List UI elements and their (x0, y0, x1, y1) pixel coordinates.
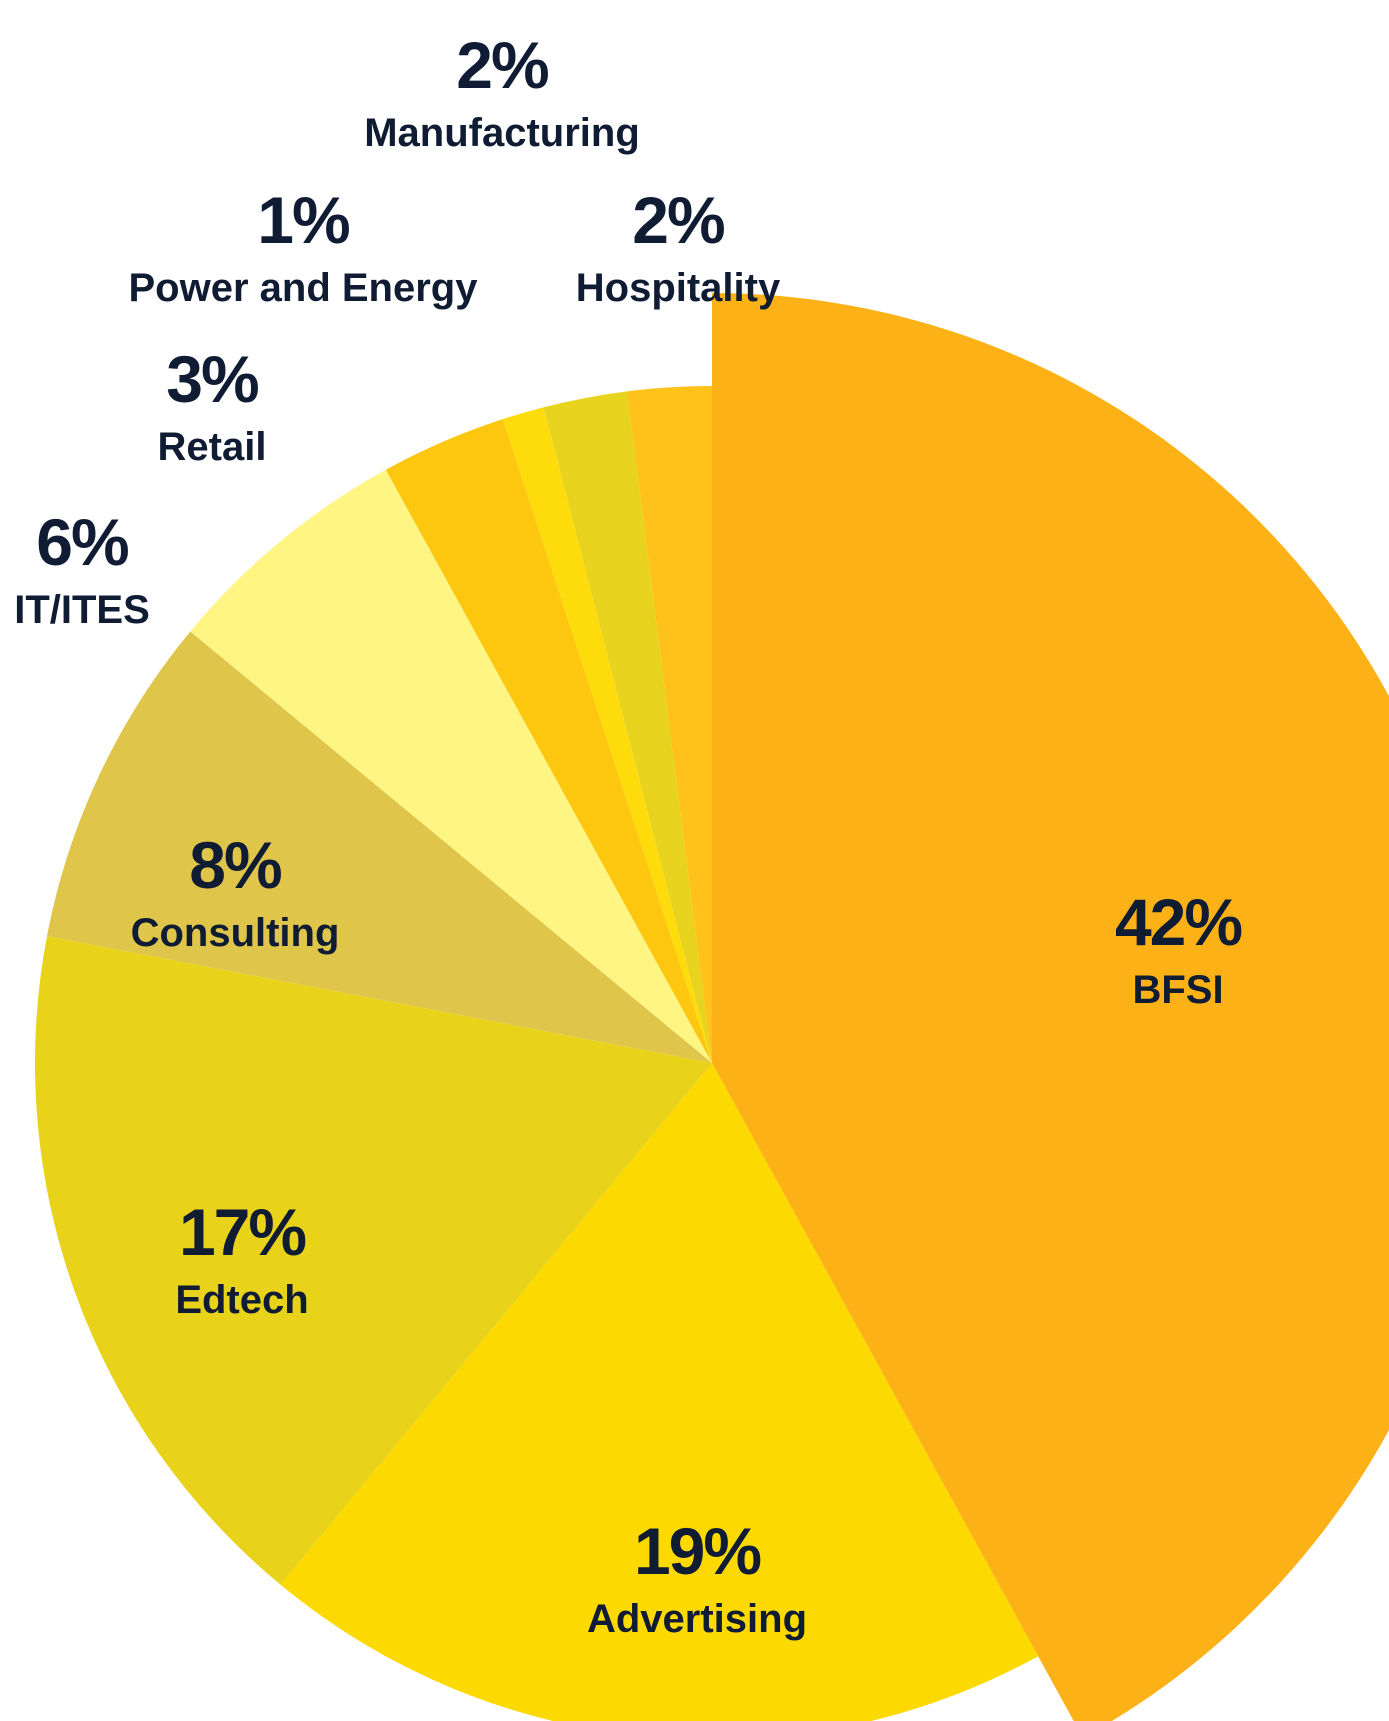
pie-slice-hospitality (543, 391, 712, 1063)
pie-slice-advertising (280, 1063, 1039, 1721)
value-label-hospitality: 2% (632, 183, 724, 257)
value-label-power-and-energy: 1% (257, 183, 349, 257)
pie-slices (35, 293, 1389, 1721)
category-label-advertising: Advertising (587, 1597, 807, 1641)
category-label-manufacturing: Manufacturing (364, 111, 640, 155)
pie-slice-manufacturing (627, 386, 712, 1063)
pie-slice-retail (385, 419, 712, 1063)
category-label-bfsi: BFSI (1132, 968, 1223, 1012)
pie-labels: 42% BFSI 19% Advertising 17% Edtech 8% Consulti… (14, 28, 1243, 1641)
value-label-bfsi: 42% (1115, 885, 1241, 959)
pie-slice-power-and-energy (502, 407, 712, 1064)
category-label-power-and-energy: Power and Energy (129, 266, 479, 310)
value-label-it-ites: 6% (36, 505, 128, 579)
value-label-manufacturing: 2% (456, 28, 548, 102)
category-label-edtech: Edtech (175, 1278, 308, 1322)
category-label-consulting: Consulting (131, 911, 340, 955)
category-label-retail: Retail (158, 425, 267, 469)
value-label-edtech: 17% (179, 1195, 305, 1269)
pie-slice-it-ites (190, 469, 712, 1064)
category-label-it-ites: IT/ITES (14, 588, 150, 632)
category-label-hospitality: Hospitality (576, 266, 781, 310)
value-label-advertising: 19% (634, 1514, 760, 1588)
pie-slice-bfsi (712, 293, 1389, 1721)
pie-slice-edtech (35, 936, 713, 1585)
value-label-retail: 3% (166, 342, 258, 416)
value-label-consulting: 8% (189, 828, 281, 902)
pie-slice-consulting (46, 631, 713, 1063)
